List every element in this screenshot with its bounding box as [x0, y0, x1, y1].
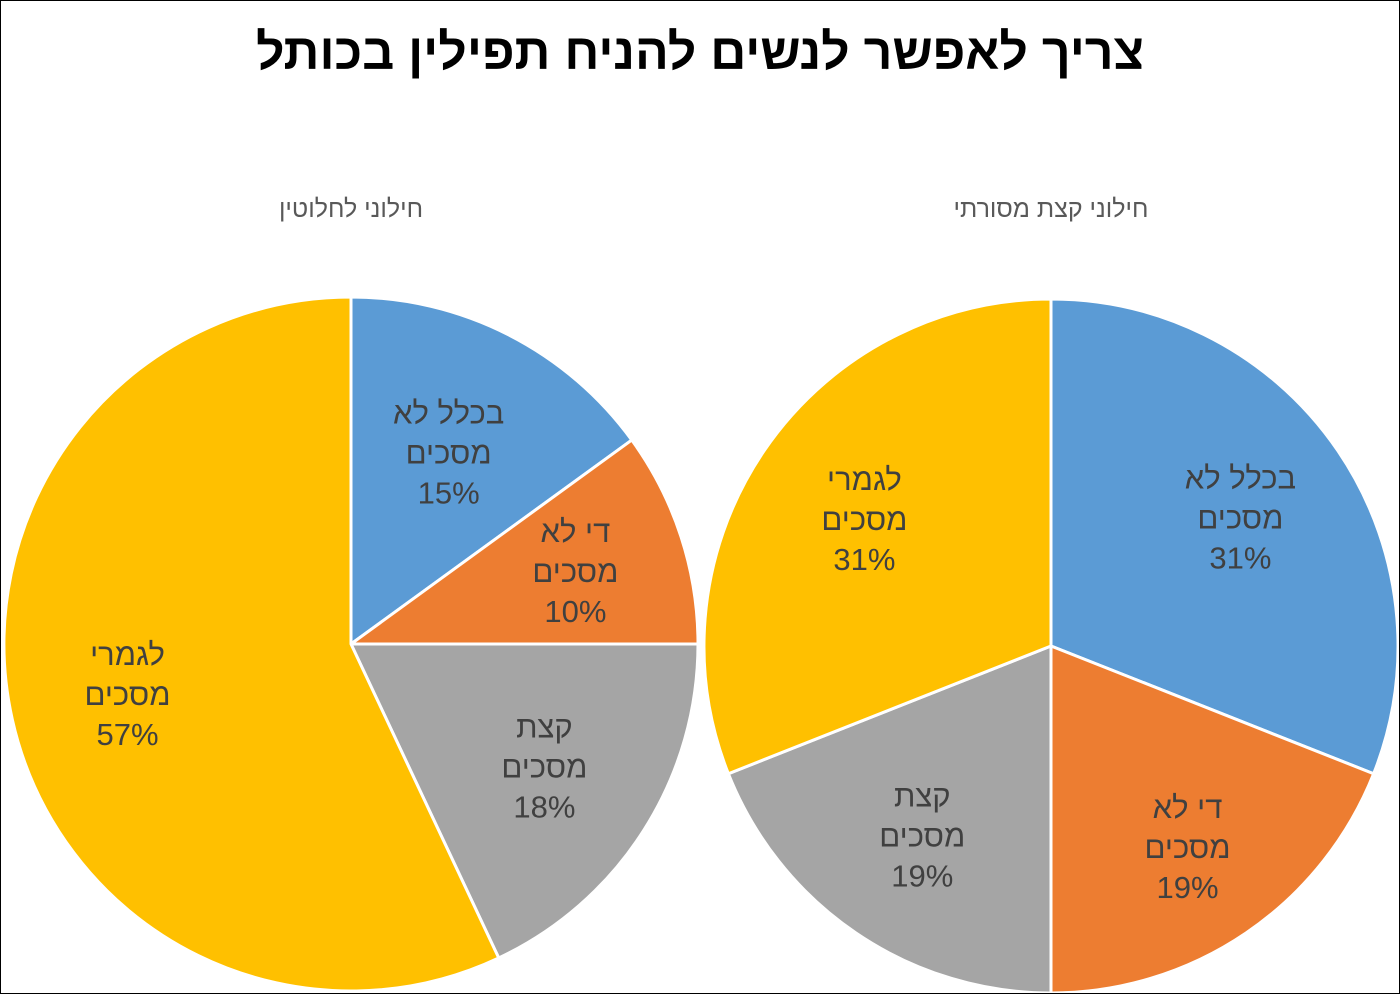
pie-slice	[1049, 644, 1376, 993]
slice-label-text: מסכים	[501, 750, 587, 785]
pie-slice	[2, 295, 501, 993]
slice-label-text: בכלל לא	[393, 395, 504, 430]
chart-title: צריך לאפשר לנשים להניח תפילין בכותל	[255, 24, 1145, 80]
slice-label: קצת מסכים 19%	[879, 778, 965, 893]
slice-label: לגמרי מסכים 31%	[821, 462, 907, 577]
slice-label: די לא מסכים 10%	[532, 514, 618, 629]
slice-percent: 31%	[833, 542, 895, 577]
slice-label-text: מסכים	[821, 502, 907, 537]
slice-label: קצת מסכים 18%	[501, 710, 587, 825]
slice-label-text: לגמרי	[90, 637, 165, 672]
pie-title: חילוני לחלוטין	[279, 195, 423, 223]
pie-slice	[349, 438, 700, 646]
slice-label-text: מסכים	[84, 677, 170, 712]
pie-slice	[1049, 297, 1399, 776]
slice-label-text: מסכים	[1144, 830, 1230, 865]
pie-slice	[349, 642, 700, 960]
slice-percent: 18%	[513, 790, 575, 825]
slice-label-text: מסכים	[532, 554, 618, 589]
pie-title: חילוני קצת מסורתי	[954, 195, 1149, 223]
slice-label: בכלל לא מסכים 31%	[1185, 460, 1296, 575]
slice-label-text: קצת	[894, 778, 951, 813]
slice-label-text: קצת	[516, 710, 573, 745]
slice-label: בכלל לא מסכים 15%	[393, 395, 504, 510]
slice-label-text: די לא	[541, 514, 611, 549]
pie-chart-1: חילוני לחלוטין בכלל לא מסכים 15% די לא מסכים 1…	[2, 195, 700, 993]
slice-label-text: מסכים	[1197, 500, 1283, 535]
slice-percent: 57%	[96, 717, 158, 752]
slice-label-text: די לא	[1153, 790, 1223, 825]
pie-slice	[726, 644, 1053, 993]
slice-label: לגמרי מסכים 57%	[84, 637, 170, 752]
slice-percent: 31%	[1209, 540, 1271, 575]
slice-label: די לא מסכים 19%	[1144, 790, 1230, 905]
slice-percent: 19%	[891, 858, 953, 893]
slice-label-text: מסכים	[879, 818, 965, 853]
pie-slice	[702, 297, 1053, 776]
slice-percent: 10%	[544, 594, 606, 629]
slice-percent: 19%	[1157, 870, 1219, 905]
pie-chart-2: חילוני קצת מסורתי בכלל לא מסכים 31% די לא מסכ…	[702, 195, 1399, 993]
slice-percent: 15%	[418, 475, 480, 510]
pie-slice	[349, 295, 634, 646]
slice-label-text: מסכים	[406, 435, 492, 470]
slice-label-text: בכלל לא	[1185, 460, 1296, 495]
slice-label-text: לגמרי	[827, 462, 902, 497]
